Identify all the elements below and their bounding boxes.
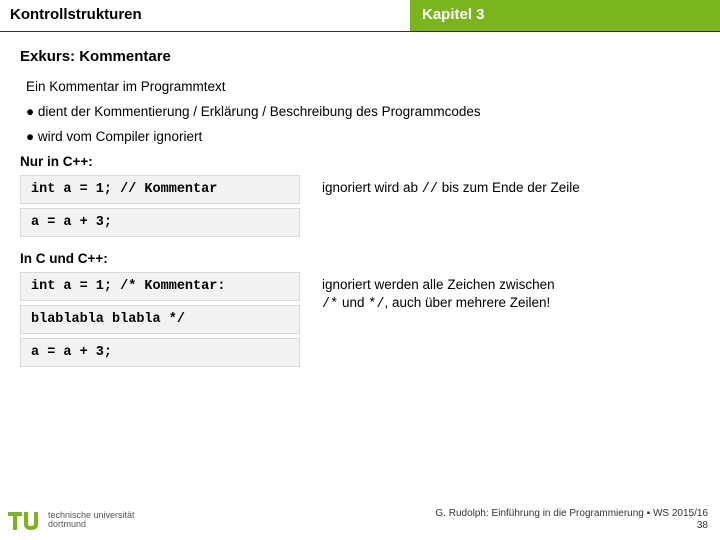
c-cpp-post: , auch über mehrere Zeilen!	[384, 295, 550, 310]
c-cpp-explain-line1: ignoriert werden alle Zeichen zwischen	[322, 277, 555, 292]
slide-content: Exkurs: Kommentare Ein Kommentar im Prog…	[0, 32, 720, 371]
credits-page: 38	[435, 520, 708, 533]
header-right-chapter: Kapitel 3	[410, 0, 720, 31]
header-left-title: Kontrollstrukturen	[0, 0, 410, 31]
c-cpp-heading: In C und C++:	[20, 251, 700, 266]
cpp-explain-pre: ignoriert wird ab	[322, 180, 422, 195]
c-cpp-code-3: a = a + 3;	[20, 338, 300, 367]
cpp-explain-post: bis zum Ende der Zeile	[438, 180, 580, 195]
tu-logo-icon	[6, 506, 42, 534]
cpp-example-row: int a = 1; // Kommentar a = a + 3; ignor…	[20, 175, 700, 241]
bullet-2: ● wird vom Compiler ignoriert	[26, 129, 700, 144]
intro-text: Ein Kommentar im Programmtext	[26, 79, 700, 94]
cpp-code-2: a = a + 3;	[20, 208, 300, 237]
cpp-explain-mono: //	[422, 182, 438, 197]
bullet-1: ● dient der Kommentierung / Erklärung / …	[26, 104, 700, 119]
c-cpp-code-2: blablabla blabla */	[20, 305, 300, 334]
cpp-explain: ignoriert wird ab // bis zum Ende der Ze…	[322, 175, 700, 199]
slide-header: Kontrollstrukturen Kapitel 3	[0, 0, 720, 32]
c-cpp-mono1: /*	[322, 297, 338, 312]
c-cpp-mid: und	[338, 295, 368, 310]
slide-credits: G. Rudolph: Einführung in die Programmie…	[435, 508, 708, 533]
slide-footer: technische universität dortmund G. Rudol…	[0, 504, 720, 540]
credits-line1: G. Rudolph: Einführung in die Programmie…	[435, 508, 708, 521]
c-cpp-code-1: int a = 1; /* Kommentar:	[20, 272, 300, 301]
uni-line2: dortmund	[48, 520, 135, 529]
c-cpp-code-column: int a = 1; /* Kommentar: blablabla blabl…	[20, 272, 322, 371]
c-cpp-mono2: */	[368, 297, 384, 312]
c-cpp-example-row: int a = 1; /* Kommentar: blablabla blabl…	[20, 272, 700, 371]
cpp-only-heading: Nur in C++:	[20, 154, 700, 169]
university-name: technische universität dortmund	[48, 511, 135, 530]
section-title: Exkurs: Kommentare	[20, 48, 700, 65]
cpp-code-column: int a = 1; // Kommentar a = a + 3;	[20, 175, 322, 241]
cpp-code-1: int a = 1; // Kommentar	[20, 175, 300, 204]
university-logo: technische universität dortmund	[6, 506, 135, 534]
c-cpp-explain: ignoriert werden alle Zeichen zwischen /…	[322, 272, 700, 314]
